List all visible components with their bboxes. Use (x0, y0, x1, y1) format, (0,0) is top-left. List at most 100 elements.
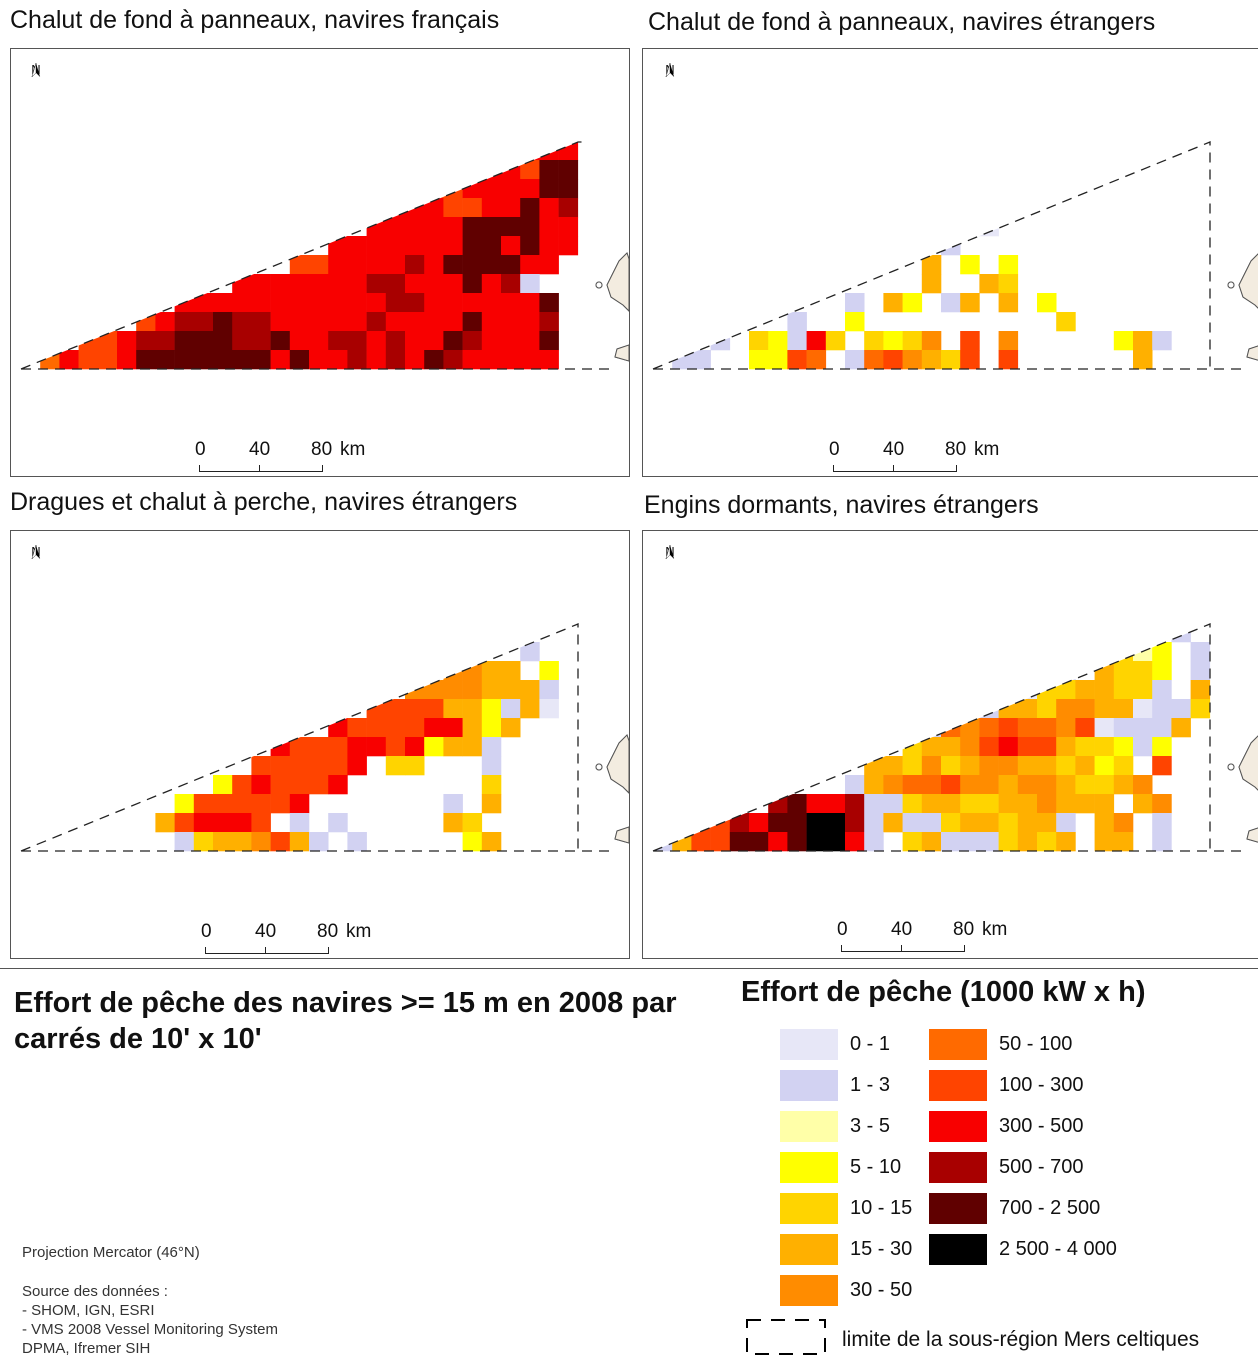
effort-cell (520, 680, 540, 699)
effort-cell (883, 775, 903, 794)
legend-swatch (780, 1234, 838, 1265)
effort-cell (386, 718, 406, 737)
effort-cell (367, 274, 387, 293)
effort-cell (1037, 794, 1057, 813)
effort-cell (424, 236, 444, 255)
effort-cell (1075, 756, 1095, 775)
scale-bar: 0 40 80 km (199, 439, 379, 473)
source-line: Source des données : (22, 1282, 168, 1301)
effort-cell (501, 198, 521, 217)
effort-cell (386, 217, 406, 236)
effort-cell (482, 661, 502, 680)
effort-cell (539, 179, 559, 198)
effort-cell (405, 350, 425, 369)
effort-cell (386, 350, 406, 369)
effort-cell (1095, 832, 1115, 851)
effort-cell (309, 832, 329, 851)
effort-cell (443, 255, 463, 274)
effort-cell (1056, 794, 1076, 813)
effort-cell (424, 350, 444, 369)
effort-cell (213, 350, 233, 369)
legend-label: 50 - 100 (999, 1033, 1072, 1056)
legend-label: 100 - 300 (999, 1074, 1084, 1097)
effort-cell (347, 718, 367, 737)
effort-cell (787, 312, 807, 331)
effort-cell (960, 331, 980, 350)
effort-cell (749, 832, 769, 851)
effort-cell (1114, 680, 1134, 699)
effort-cell (1056, 813, 1076, 832)
effort-cell (999, 775, 1019, 794)
effort-cell (367, 293, 387, 312)
effort-cell (386, 255, 406, 274)
effort-cell (520, 274, 540, 293)
effort-cell (520, 331, 540, 350)
effort-cell (1133, 718, 1153, 737)
effort-cell (999, 832, 1019, 851)
effort-cell (290, 775, 310, 794)
effort-cell (999, 331, 1019, 350)
map-canvas-foreign-dredge (11, 531, 629, 958)
effort-cell (290, 832, 310, 851)
effort-cell (539, 661, 559, 680)
effort-cell (883, 350, 903, 369)
effort-cell (1152, 794, 1172, 813)
effort-cell (443, 312, 463, 331)
effort-cell (367, 255, 387, 274)
scale-bar: 0 40 80 km (205, 921, 385, 955)
effort-cell (405, 331, 425, 350)
effort-cell (79, 350, 99, 369)
effort-cell (443, 794, 463, 813)
legend-swatch (780, 1029, 838, 1060)
effort-cell (405, 255, 425, 274)
effort-cell (443, 274, 463, 293)
effort-cell (309, 255, 329, 274)
effort-cell (864, 794, 884, 813)
effort-cell (290, 312, 310, 331)
effort-cell (213, 775, 233, 794)
effort-cell (1037, 699, 1057, 718)
effort-cell (367, 737, 387, 756)
effort-cell (864, 331, 884, 350)
effort-cell (539, 699, 559, 718)
effort-cell (807, 350, 827, 369)
legend-swatch (929, 1029, 987, 1060)
effort-cell (1191, 642, 1211, 661)
effort-cell (941, 794, 961, 813)
effort-cell (1152, 699, 1172, 718)
effort-cell (232, 794, 252, 813)
effort-cell (424, 274, 444, 293)
effort-cell (941, 775, 961, 794)
legend-swatch (929, 1193, 987, 1224)
effort-cell (443, 198, 463, 217)
effort-cell (347, 274, 367, 293)
effort-cell (979, 756, 999, 775)
effort-cell (1114, 775, 1134, 794)
effort-cell (1037, 737, 1057, 756)
effort-cell (501, 312, 521, 331)
effort-cell (463, 718, 483, 737)
effort-cell (501, 699, 521, 718)
legend-item: 15 - 30 (780, 1233, 912, 1265)
coastline (1239, 735, 1258, 843)
legend-item: 3 - 5 (780, 1110, 890, 1142)
effort-cell (175, 832, 195, 851)
effort-cell (347, 293, 367, 312)
effort-cell (1075, 737, 1095, 756)
source-line: - SHOM, IGN, ESRI (22, 1301, 155, 1320)
effort-cell (328, 350, 348, 369)
effort-cell (1018, 832, 1038, 851)
effort-cell (443, 331, 463, 350)
effort-cell (1133, 794, 1153, 813)
effort-cell (117, 350, 137, 369)
effort-cell (1018, 699, 1038, 718)
legend-label: 2 500 - 4 000 (999, 1238, 1117, 1261)
effort-cell (922, 350, 942, 369)
effort-cell (309, 293, 329, 312)
effort-cell (463, 680, 483, 699)
effort-cell (845, 293, 865, 312)
effort-cell (960, 794, 980, 813)
effort-cell (807, 813, 827, 832)
legend-item: 30 - 50 (780, 1274, 912, 1306)
scale-bar: 0 40 80 km (841, 919, 1021, 953)
